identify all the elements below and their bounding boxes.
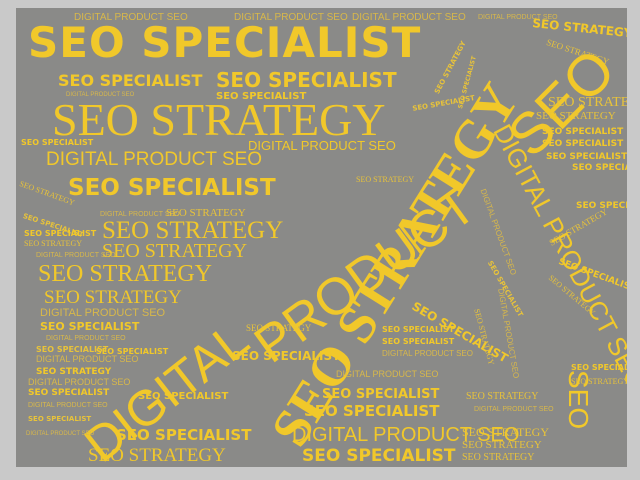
word-seo-strategy: SEO STRATEGY [356, 175, 415, 184]
word-seo-strategy: SEO STRATEGY [548, 95, 627, 110]
word-seo-strategy: SEO STRATEGY [571, 377, 627, 386]
word-seo-strategy: SEO STRATEGY [102, 240, 248, 262]
word-seo-specialist: SEO SPECIALIST [572, 163, 627, 173]
word-seo-specialist: SEO SPECIALIST [21, 138, 94, 147]
word-digital-product-seo: DIGITAL PRODUCT SEO [36, 252, 116, 259]
word-digital-product-seo: DIGITAL PRODUCT SEO [28, 377, 131, 387]
word-digital-product-seo: DIGITAL PRODUCT SEO [66, 92, 135, 98]
word-seo-specialist: SEO SPECIALIST [571, 363, 627, 372]
word-seo-specialist: SEO SPECIALIST [116, 426, 252, 444]
word-seo-strategy: SEO STRATEGY [18, 179, 76, 208]
word-digital-product-seo: DIGITAL PRODUCT SEO [100, 211, 180, 218]
word-seo-strategy: SEO STRATEGY [466, 391, 539, 402]
word-seo-specialist: SEO SPECIALIST [322, 387, 440, 402]
word-seo-strategy: SEO STRATEGY [38, 261, 213, 287]
word-seo-specialist: SEO SPECIALIST [24, 229, 97, 238]
word-seo-specialist: SEO SPECIALIST [302, 446, 456, 466]
word-seo-strategy: SEO STRATEGY [462, 425, 550, 439]
word-seo-specialist: SEO SPECIALIST [542, 139, 624, 149]
word-seo-strategy: SEO STRATEGY [88, 445, 226, 466]
word-digital-product-seo: DIGITAL PRODUCT SEO [292, 424, 520, 446]
word-seo-specialist: SEO SPECIALIST [68, 175, 276, 201]
word-seo-specialist: SEO SPECIALIST [28, 415, 92, 423]
word-seo-specialist: SEO SPECIALIST [576, 201, 627, 211]
word-cloud: DIGITAL PRODUCT SEO DIGITAL PRODUCT SEO … [16, 8, 627, 467]
word-digital-product-seo: DIGITAL PRODUCT SEO [248, 138, 396, 153]
word-seo-specialist: SEO SPECIALIST [28, 388, 110, 398]
word-seo-specialist-large: SEO SPECIALIST [28, 18, 422, 67]
word-seo-strategy: SEO STRATEGY [531, 16, 627, 41]
word-seo-specialist: SEO SPECIALIST [216, 68, 397, 92]
word-seo-strategy: SEO STRATEGY [536, 110, 616, 122]
word-digital-product-seo: DIGITAL PRODUCT SEO [46, 149, 263, 170]
word-seo-strategy: SEO STRATEGY [462, 439, 542, 451]
word-seo-specialist: SEO SPECIALIST [216, 91, 307, 102]
word-seo-strategy: SEO STRATEGY [246, 323, 312, 333]
word-digital-product-seo: DIGITAL PRODUCT SEO [382, 349, 473, 358]
word-seo-strategy: SEO STRATEGY [36, 367, 112, 377]
word-seo-strategy: SEO STRATEGY [24, 239, 83, 248]
word-seo-vertical: SEO [563, 370, 594, 430]
word-seo-specialist: SEO SPECIALIST [382, 337, 455, 346]
word-seo-specialist: SEO SPECIALIST [382, 325, 455, 334]
word-digital-product-seo: DIGITAL PRODUCT SEO [352, 12, 466, 23]
word-digital-product-seo: DIGITAL PRODUCT SEO [478, 187, 519, 277]
word-seo-specialist: SEO SPECIALIST [546, 152, 627, 162]
word-seo-specialist: SEO SPECIALIST [232, 349, 341, 363]
word-digital-product-seo: DIGITAL PRODUCT SEO [26, 431, 95, 437]
word-seo-specialist: SEO SPECIALIST [304, 402, 440, 420]
word-seo-strategy: SEO STRATEGY [44, 287, 182, 308]
word-digital-product-seo: DIGITAL PRODUCT SEO [478, 14, 558, 21]
word-digital-product-seo: DIGITAL PRODUCT SEO [74, 12, 188, 23]
word-seo-specialist: SEO SPECIALIST [96, 347, 169, 356]
word-seo-specialist: SEO SPECIALIST [36, 345, 109, 354]
word-digital-product-seo: DIGITAL PRODUCT SEO [46, 335, 126, 342]
word-seo-strategy: SEO STRATEGY [102, 217, 284, 244]
word-digital-product-seo: DIGITAL PRODUCT SEO [234, 12, 348, 23]
word-seo-specialist: SEO SPECIALIST [58, 71, 203, 90]
word-digital-product-seo: DIGITAL PRODUCT SEO [28, 402, 108, 409]
word-seo-strategy: SEO STRATEGY [462, 452, 535, 463]
word-seo-specialist: SEO SPECIALIST [542, 127, 624, 137]
word-seo-specialist: SEO SPECIALIST [138, 391, 229, 402]
word-digital-product-seo: DIGITAL PRODUCT SEO [36, 354, 139, 364]
word-digital-product-seo: DIGITAL PRODUCT SEO [40, 307, 166, 319]
word-seo-strategy: SEO STRATEGY [166, 207, 246, 219]
word-digital-product-seo: DIGITAL PRODUCT SEO [336, 369, 439, 379]
word-seo-specialist: SEO SPECIALIST [40, 320, 140, 333]
word-seo-strategy-large: SEO STRATEGY [52, 94, 386, 145]
word-digital-product-seo: DIGITAL PRODUCT SEO [474, 406, 554, 413]
